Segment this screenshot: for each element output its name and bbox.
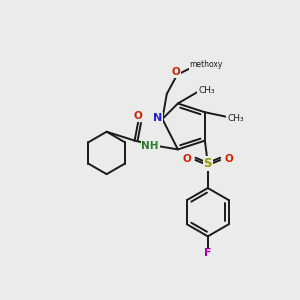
Text: N: N	[153, 112, 162, 122]
Text: CH₃: CH₃	[227, 114, 244, 123]
Text: O: O	[183, 154, 192, 164]
Text: methoxy: methoxy	[189, 60, 223, 69]
Text: O: O	[224, 154, 233, 164]
Text: NH: NH	[141, 141, 159, 151]
Text: O: O	[134, 111, 142, 121]
Text: CH₃: CH₃	[198, 86, 215, 95]
Text: F: F	[204, 248, 212, 258]
Text: O: O	[171, 68, 180, 77]
Text: S: S	[204, 157, 212, 170]
